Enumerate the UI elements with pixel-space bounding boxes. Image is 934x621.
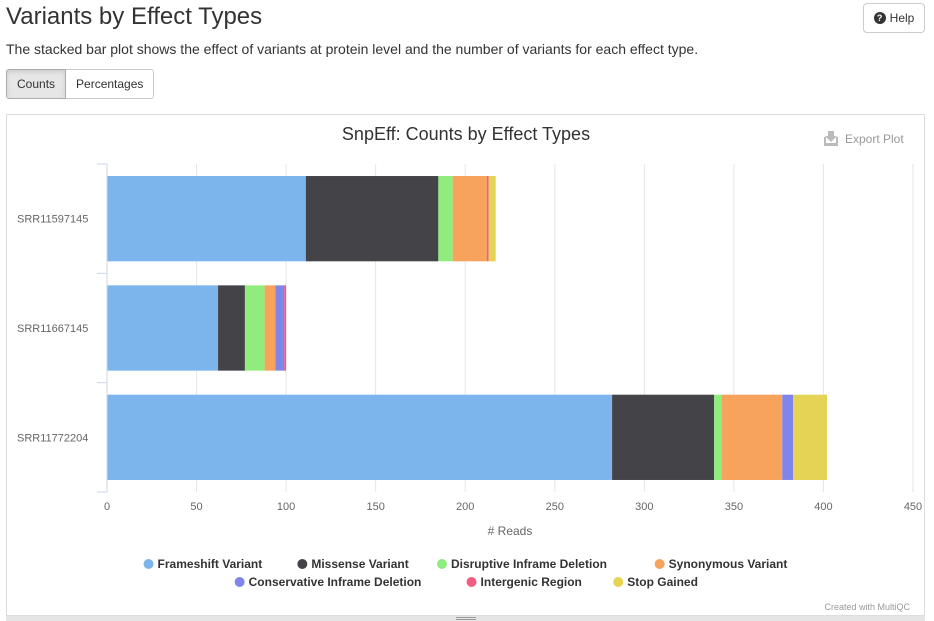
bar-segment[interactable] [264,285,276,371]
legend-marker [613,577,624,587]
bar-segment[interactable] [721,394,783,480]
chart-title: SnpEff: Counts by Effect Types [342,124,590,144]
plot-resize-bar[interactable] [6,616,925,621]
bar-segment[interactable] [438,176,453,262]
legend-label: Missense Variant [311,557,408,571]
bar-segment[interactable] [792,394,828,480]
help-button[interactable]: ? Help [863,3,925,33]
bar-segment[interactable] [244,285,265,371]
resize-handle-icon[interactable] [456,617,476,620]
bar-segment[interactable] [488,176,496,262]
legend-label: Conservative Inframe Deletion [249,575,422,589]
legend-item[interactable]: Intergenic Region [466,575,582,589]
download-icon [824,131,838,146]
legend-item[interactable]: Frameshift Variant [143,557,263,571]
legend-item[interactable]: Missense Variant [297,557,409,571]
multiqc-credit: Created with MultiQC [824,602,910,612]
bar-segment[interactable] [714,394,722,480]
x-tick-label: 100 [277,501,295,513]
bar-segment[interactable] [107,176,306,262]
bar-segment[interactable] [305,176,439,262]
legend-item[interactable]: Synonymous Variant [654,557,788,571]
legend-label: Intergenic Region [481,575,582,589]
x-axis-title: # Reads [488,524,533,538]
help-button-label: Help [889,11,915,25]
x-tick-label: 200 [456,501,474,513]
legend-marker [143,559,154,569]
legend-item[interactable]: Disruptive Inframe Deletion [436,557,607,571]
question-circle-icon: ? [873,12,886,24]
export-plot-label: Export Plot [845,132,904,146]
view-toggle-group: Counts Percentages [6,69,155,99]
x-tick-label: 400 [814,501,832,513]
x-tick-label: 250 [546,501,564,513]
bar-segment[interactable] [218,285,245,371]
legend-marker [654,559,665,569]
legend-label: Stop Gained [627,575,698,589]
section-description: The stacked bar plot shows the effect of… [6,41,699,57]
x-tick-label: 350 [725,501,743,513]
legend-marker [297,559,308,569]
legend-label: Synonymous Variant [669,557,788,571]
bar-segment[interactable] [107,285,219,371]
bar-segment[interactable] [275,285,285,371]
page-title: Variants by Effect Types [6,3,263,30]
x-tick-label: 300 [635,501,653,513]
bar-segment[interactable] [107,394,613,480]
x-tick-label: 450 [904,501,922,513]
legend-marker [234,577,245,587]
y-tick-label: SRR11667145 [17,323,88,335]
legend-marker [466,577,477,587]
y-tick-label: SRR11772204 [17,432,88,444]
y-tick-label: SRR11597145 [17,214,88,226]
legend-label: Frameshift Variant [158,557,263,571]
bar-segment[interactable] [486,176,489,262]
legend-item[interactable]: Conservative Inframe Deletion [234,575,422,589]
legend-item[interactable]: Stop Gained [613,575,698,589]
bar-segment[interactable] [452,176,487,262]
bar-segment[interactable] [612,394,715,480]
plot-container: SnpEff: Counts by Effect Types Export Pl… [6,114,925,616]
stacked-bar-chart: SnpEff: Counts by Effect Types Export Pl… [17,124,922,612]
x-tick-label: 150 [366,501,384,513]
bar-segment[interactable] [782,394,793,480]
legend-marker [436,559,447,569]
percentages-button[interactable]: Percentages [66,69,155,99]
x-tick-label: 50 [190,501,202,513]
export-plot-button[interactable]: Export Plot [824,131,904,146]
legend-label: Disruptive Inframe Deletion [451,557,607,571]
counts-button[interactable]: Counts [6,69,67,99]
x-tick-label: 0 [104,501,110,513]
bar-segment[interactable] [284,285,287,371]
